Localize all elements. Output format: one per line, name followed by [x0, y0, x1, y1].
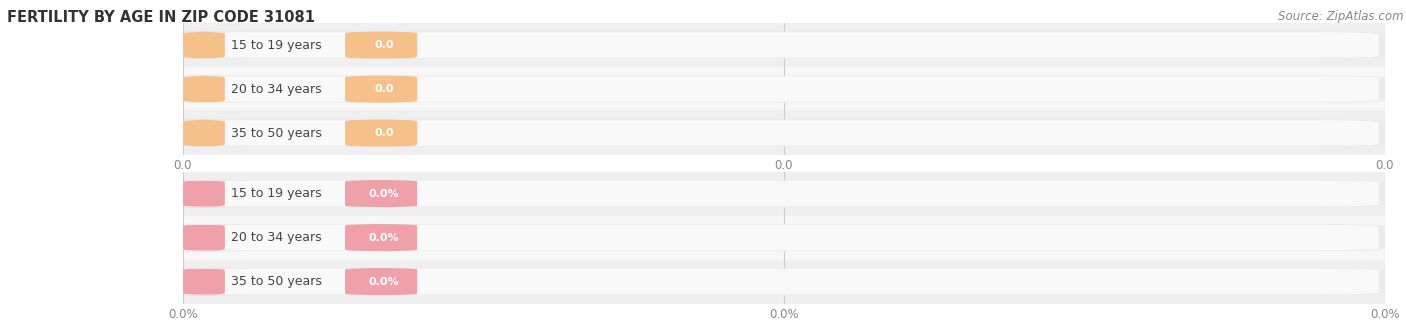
FancyBboxPatch shape	[165, 31, 243, 59]
FancyBboxPatch shape	[188, 76, 1379, 102]
Text: 0.0: 0.0	[374, 40, 394, 50]
Text: 35 to 50 years: 35 to 50 years	[231, 127, 322, 140]
Text: FERTILITY BY AGE IN ZIP CODE 31081: FERTILITY BY AGE IN ZIP CODE 31081	[7, 10, 315, 25]
FancyBboxPatch shape	[188, 181, 1379, 206]
FancyBboxPatch shape	[165, 119, 243, 147]
Bar	[183, 111, 1385, 155]
FancyBboxPatch shape	[183, 268, 1385, 295]
Text: 35 to 50 years: 35 to 50 years	[231, 275, 322, 288]
FancyBboxPatch shape	[165, 180, 243, 207]
FancyBboxPatch shape	[344, 119, 418, 147]
Text: 15 to 19 years: 15 to 19 years	[231, 39, 322, 51]
FancyBboxPatch shape	[165, 224, 243, 251]
FancyBboxPatch shape	[344, 180, 418, 207]
FancyBboxPatch shape	[183, 224, 1385, 251]
Text: 20 to 34 years: 20 to 34 years	[231, 82, 322, 96]
FancyBboxPatch shape	[188, 120, 1379, 146]
Text: 20 to 34 years: 20 to 34 years	[231, 231, 322, 244]
FancyBboxPatch shape	[188, 225, 1379, 250]
FancyBboxPatch shape	[344, 224, 418, 251]
Text: 0.0%: 0.0%	[368, 189, 399, 199]
Text: Source: ZipAtlas.com: Source: ZipAtlas.com	[1278, 10, 1403, 23]
FancyBboxPatch shape	[188, 269, 1379, 294]
Text: 0.0%: 0.0%	[368, 233, 399, 243]
Bar	[183, 172, 1385, 215]
Text: 0.0: 0.0	[374, 84, 394, 94]
Bar	[183, 215, 1385, 260]
FancyBboxPatch shape	[183, 31, 1385, 59]
FancyBboxPatch shape	[188, 32, 1379, 58]
Bar	[183, 260, 1385, 304]
FancyBboxPatch shape	[344, 76, 418, 103]
Text: 15 to 19 years: 15 to 19 years	[231, 187, 322, 200]
FancyBboxPatch shape	[165, 76, 243, 103]
Bar	[183, 23, 1385, 67]
Text: 0.0%: 0.0%	[368, 277, 399, 286]
Bar	[183, 67, 1385, 111]
FancyBboxPatch shape	[183, 180, 1385, 207]
Text: 0.0: 0.0	[374, 128, 394, 138]
FancyBboxPatch shape	[344, 31, 418, 59]
FancyBboxPatch shape	[165, 268, 243, 295]
FancyBboxPatch shape	[344, 268, 418, 295]
FancyBboxPatch shape	[183, 119, 1385, 147]
FancyBboxPatch shape	[183, 76, 1385, 103]
